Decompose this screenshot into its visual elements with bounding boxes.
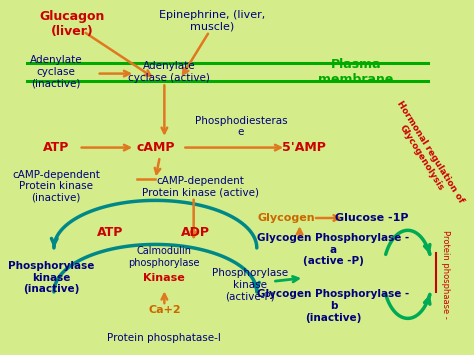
Text: Glucagon
(liver): Glucagon (liver) [39, 10, 105, 38]
Text: Kinase: Kinase [144, 273, 185, 283]
Text: Glucose -1P: Glucose -1P [335, 213, 409, 223]
Text: Glycogen Phosphorylase -
b
(inactive): Glycogen Phosphorylase - b (inactive) [257, 289, 410, 323]
Text: Protein phosphatase-I: Protein phosphatase-I [108, 333, 221, 343]
Text: Calmodulin
phosphorylase: Calmodulin phosphorylase [128, 246, 200, 268]
Text: Epinephrine, (liver,
muscle): Epinephrine, (liver, muscle) [159, 10, 265, 32]
Text: cAMP-dependent
Protein kinase
(inactive): cAMP-dependent Protein kinase (inactive) [12, 170, 100, 203]
Text: ADP: ADP [182, 225, 210, 239]
Text: Glycogen Phosphorylase -
a
(active -P): Glycogen Phosphorylase - a (active -P) [257, 233, 410, 266]
Text: ATP: ATP [43, 141, 69, 154]
Text: cAMP-dependent
Protein kinase (active): cAMP-dependent Protein kinase (active) [142, 175, 259, 197]
Text: Glycogen: Glycogen [257, 213, 315, 223]
Text: Ca+2: Ca+2 [148, 305, 181, 315]
Text: Protein phosphaase -: Protein phosphaase - [441, 230, 450, 319]
Text: Hormonal regulation of
Glycogenolysis: Hormonal regulation of Glycogenolysis [386, 99, 465, 210]
Text: Phosphorylase
kinase
(active-P): Phosphorylase kinase (active-P) [212, 268, 288, 301]
Text: ATP: ATP [97, 225, 123, 239]
Text: Adenylate
cyclase
(inactive): Adenylate cyclase (inactive) [30, 55, 82, 88]
Text: Plasma
membrane: Plasma membrane [318, 58, 393, 86]
Text: cAMP: cAMP [136, 141, 174, 154]
Text: 5'AMP: 5'AMP [282, 141, 326, 154]
Text: Phosphorylase
kinase
(inactive): Phosphorylase kinase (inactive) [9, 261, 95, 295]
Text: Phosphodiesteras
e: Phosphodiesteras e [195, 116, 287, 137]
Text: Adenylate
cyclase (active): Adenylate cyclase (active) [128, 61, 210, 83]
